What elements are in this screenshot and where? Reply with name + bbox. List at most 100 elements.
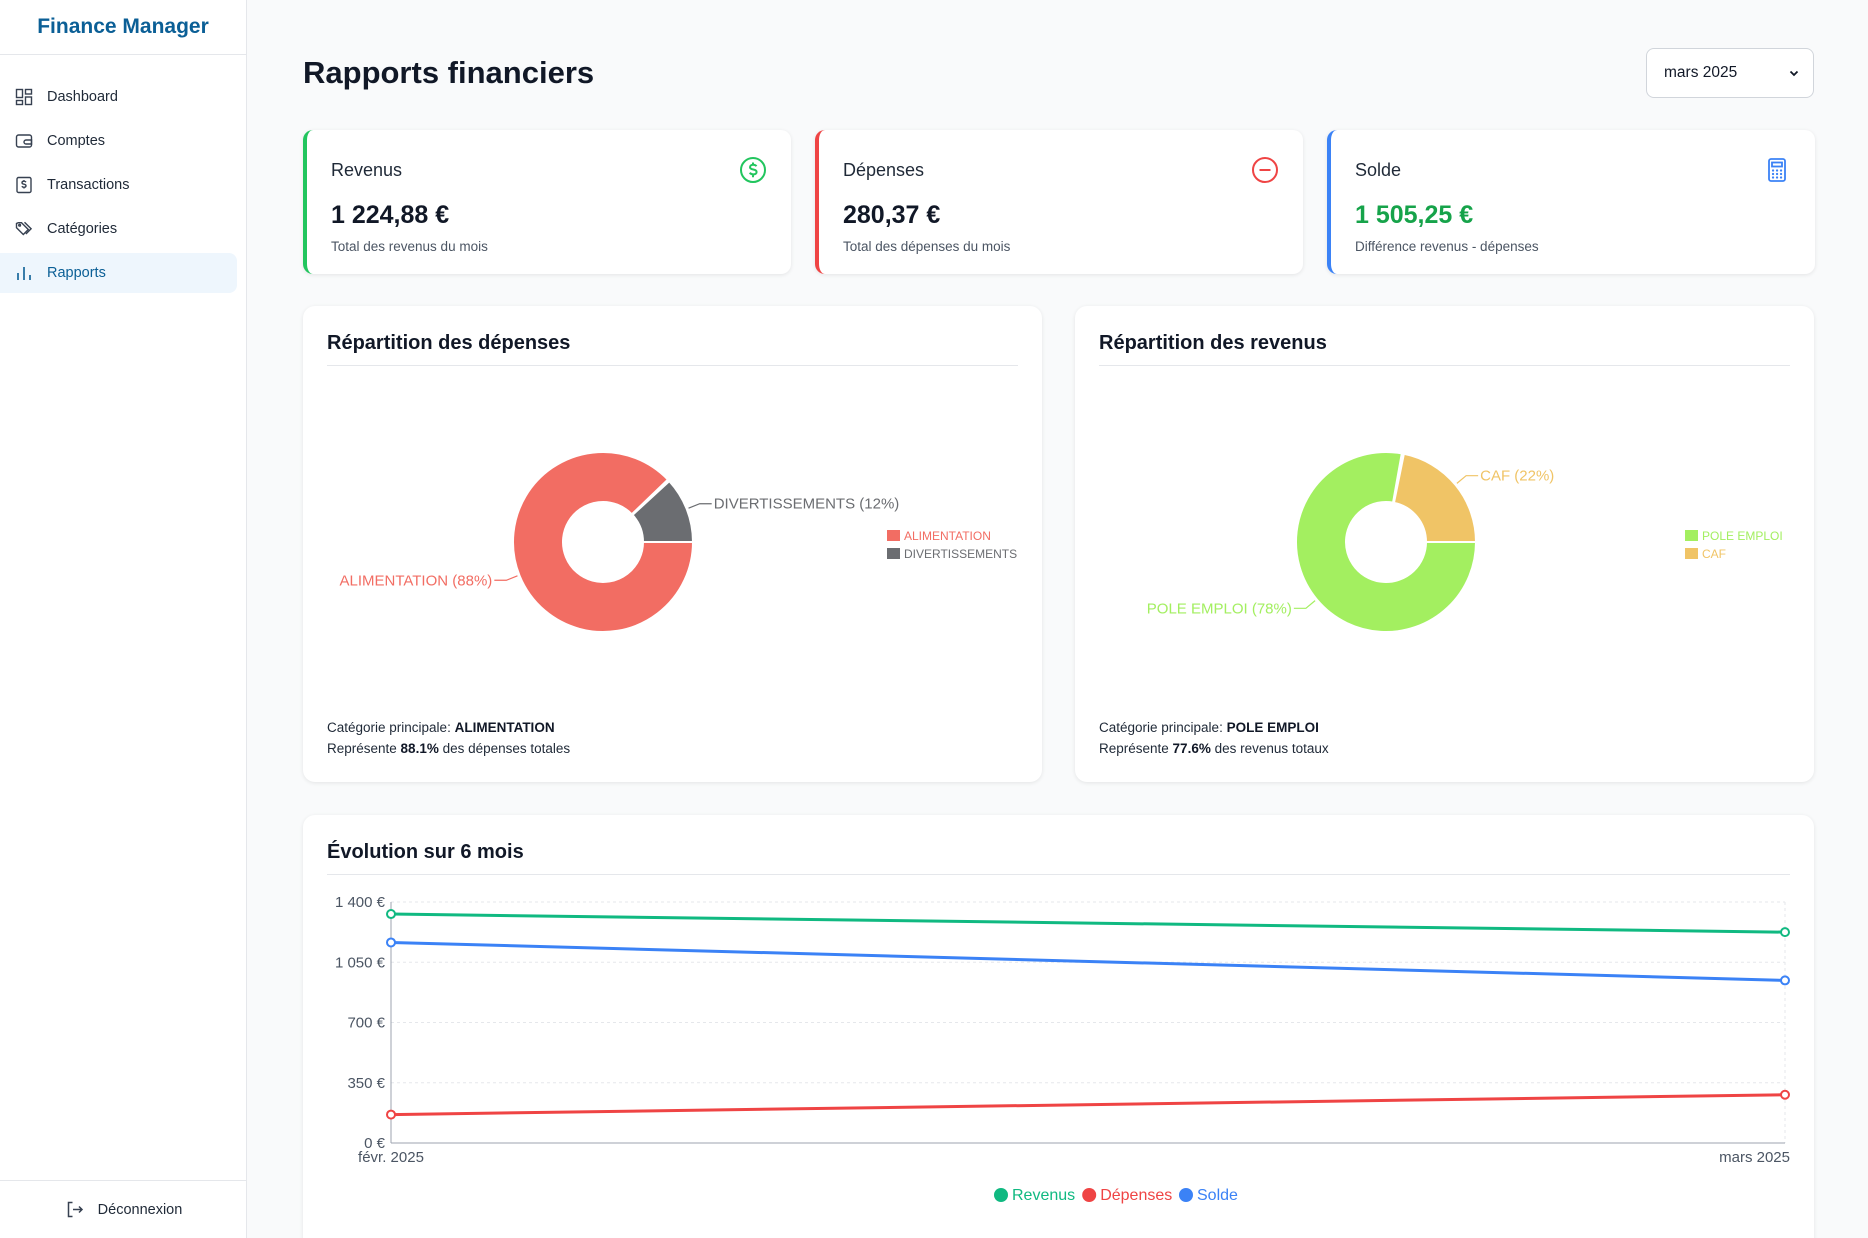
pie-slice-pole-emploi — [1295, 451, 1478, 633]
pie-slice-label: CAF (22%) — [1480, 468, 1554, 485]
data-point-revenus — [386, 909, 396, 920]
legend-swatch — [1685, 548, 1698, 559]
sidebar-item-dashboard[interactable]: Dashboard — [0, 77, 237, 117]
sidebar-item-label: Catégories — [47, 221, 118, 237]
dollar-receipt-icon — [15, 176, 33, 194]
expenses-card: Répartition des dépenses ALIMENTATION (8… — [303, 306, 1042, 782]
expenses-pie-chart: ALIMENTATION (88%) DIVERTISSEMENTS (12%) A… — [339, 451, 1017, 633]
y-tick-label: 1 400 € — [335, 894, 386, 911]
month-select-value: mars 2025 — [1664, 64, 1738, 81]
data-point-solde — [1780, 975, 1790, 986]
main-category-label: Catégorie principale: — [1099, 720, 1227, 735]
sidebar-item-rapports[interactable]: Rapports — [0, 253, 237, 293]
pie-leader-line — [688, 503, 712, 509]
card-title: Répartition des dépenses — [327, 332, 571, 354]
pie-slice-label: DIVERTISSEMENTS (12%) — [714, 496, 900, 513]
share-line: Représente 77.6% des revenus totaux — [1099, 741, 1329, 756]
share-line: Représente 88.1% des dépenses totales — [327, 741, 570, 756]
sidebar-item-label: Rapports — [47, 265, 106, 281]
sidebar-item-categories[interactable]: Catégories — [0, 209, 237, 249]
kpi-label: Dépenses — [843, 160, 925, 180]
tags-icon — [15, 220, 33, 238]
kpi-value: 1 224,88 € — [331, 201, 450, 229]
line-series-revenus — [390, 912, 1786, 934]
kpi-value: 280,37 € — [843, 201, 941, 229]
pie-slice-label: ALIMENTATION (88%) — [339, 572, 492, 589]
share-prefix: Représente — [1099, 741, 1173, 756]
legend-swatch — [1685, 530, 1698, 541]
minus-circle-icon — [1252, 157, 1278, 183]
sidebar-item-label: Transactions — [47, 177, 130, 193]
card-title: Évolution sur 6 mois — [327, 841, 524, 863]
pie-slice-divertissements — [631, 479, 695, 543]
bar-chart-icon — [15, 264, 33, 282]
app-title: Finance Manager — [0, 0, 246, 55]
data-point-d-penses — [1780, 1089, 1790, 1100]
data-point-d-penses — [386, 1109, 396, 1120]
kpi-value: 1 505,25 € — [1355, 201, 1474, 229]
pie-slice-caf — [1392, 452, 1478, 543]
pie-slice-label: POLE EMPLOI (78%) — [1147, 600, 1292, 617]
line-series-solde — [390, 940, 1786, 982]
dashboard-icon — [15, 88, 33, 106]
legend-label: ALIMENTATION — [904, 529, 991, 543]
kpi-card-revenus: Revenus 1 224,88 € Total des revenus du … — [303, 130, 791, 274]
wallet-icon — [15, 132, 33, 150]
share-suffix: des revenus totaux — [1210, 741, 1329, 756]
pie-slice-alimentation — [512, 451, 695, 633]
dollar-circle-icon — [740, 157, 766, 183]
divider — [1099, 365, 1790, 366]
y-tick-label: 0 € — [364, 1135, 386, 1152]
sidebar-item-label: Comptes — [47, 133, 106, 149]
legend-marker — [1082, 1188, 1097, 1202]
y-tick-label: 350 € — [347, 1075, 385, 1092]
evolution-card: Évolution sur 6 mois 0 € 350 € 700 € 1 050 … — [303, 815, 1814, 1238]
share-percent: 77.6% — [1172, 741, 1211, 756]
main-category-value: ALIMENTATION — [454, 720, 555, 735]
page-title: Rapports financiers — [303, 55, 595, 90]
data-point-revenus — [1780, 927, 1790, 938]
x-tick-label: mars 2025 — [1719, 1149, 1790, 1166]
kpi-subtitle: Total des revenus du mois — [331, 239, 488, 254]
kpi-card-depenses: Dépenses 280,37 € Total des dépenses du … — [815, 130, 1303, 274]
evolution-line-chart: 0 € 350 € 700 € 1 050 € 1 400 € févr. 2025 mar… — [335, 894, 1790, 1204]
sidebar: Finance Manager Dashboard Comptes Transa… — [0, 0, 247, 1238]
divider — [327, 874, 1790, 875]
sidebar-nav: Dashboard Comptes Transactions Catégorie… — [0, 55, 246, 293]
legend-marker — [1179, 1188, 1193, 1202]
sidebar-item-comptes[interactable]: Comptes — [0, 121, 237, 161]
logout-button[interactable]: Déconnexion — [0, 1180, 247, 1238]
main-category-line: Catégorie principale: ALIMENTATION — [327, 720, 555, 735]
legend-label: Solde — [1197, 1187, 1238, 1204]
kpi-subtitle: Total des dépenses du mois — [843, 239, 1011, 254]
legend-swatch — [887, 530, 900, 541]
share-percent: 88.1% — [400, 741, 439, 756]
legend-label: CAF — [1702, 547, 1726, 561]
card-title: Répartition des revenus — [1099, 332, 1327, 354]
legend-marker — [994, 1188, 1008, 1202]
main-category-label: Catégorie principale: — [327, 720, 455, 735]
sidebar-item-label: Dashboard — [47, 89, 118, 105]
share-suffix: des dépenses totales — [438, 741, 571, 756]
data-point-solde — [386, 937, 396, 948]
kpi-subtitle: Différence revenus - dépenses — [1355, 239, 1539, 254]
pie-leader-line — [1456, 475, 1479, 484]
kpi-label: Solde — [1355, 160, 1402, 180]
income-card: Répartition des revenus POLE EMPLOI (78%… — [1075, 306, 1814, 782]
chevron-down-icon — [1789, 70, 1799, 77]
y-tick-label: 700 € — [347, 1015, 385, 1032]
legend-label: DIVERTISSEMENTS — [904, 547, 1017, 561]
y-tick-label: 1 050 € — [335, 954, 386, 971]
main-category-line: Catégorie principale: POLE EMPLOI — [1099, 720, 1319, 735]
legend-label: Revenus — [1012, 1187, 1075, 1204]
calculator-icon — [1768, 158, 1786, 182]
pie-leader-line — [494, 575, 518, 581]
line-series-d-penses — [390, 1093, 1786, 1117]
logout-icon — [67, 1201, 83, 1218]
month-select[interactable]: mars 2025 — [1646, 48, 1814, 98]
x-tick-label: févr. 2025 — [358, 1149, 424, 1166]
sidebar-item-transactions[interactable]: Transactions — [0, 165, 237, 205]
legend-swatch — [887, 548, 900, 559]
pie-leader-line — [1293, 600, 1316, 609]
legend-label: POLE EMPLOI — [1702, 529, 1783, 543]
